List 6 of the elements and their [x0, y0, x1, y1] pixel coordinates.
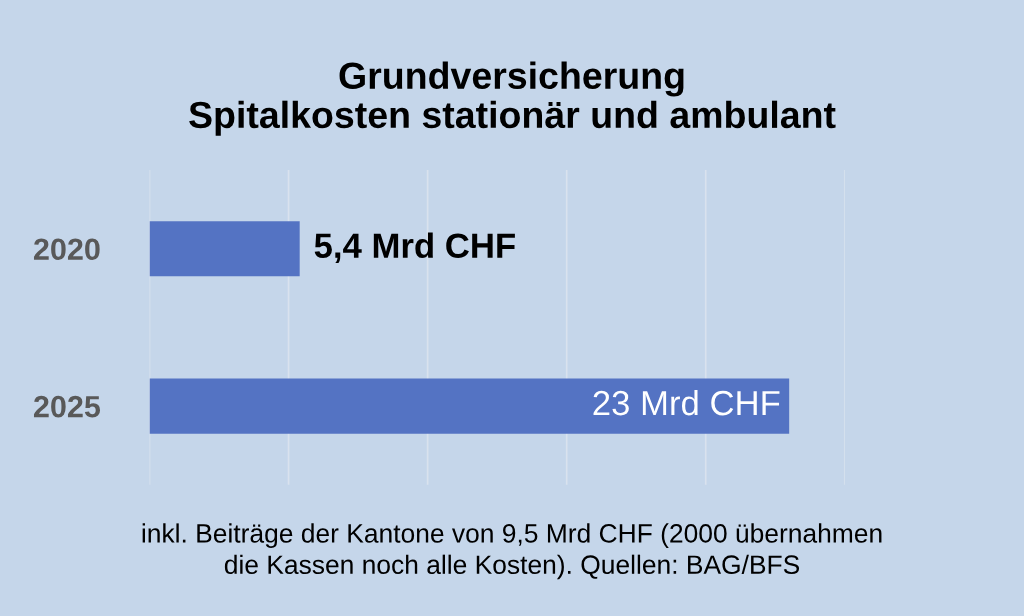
- text: inkl. Beiträge der Kantone von 9,5 Mrd CHF (2000 übernahmen die Kassen noch alle Kosten). Quellen: BAG/BFS: [142, 523, 882, 580]
- chart-title: Grundversicherung Spitalkosten stationär und ambulant: [189, 61, 836, 136]
- data-label: 5,4 Mrd CHF: [314, 232, 515, 264]
- y-tick-label: 2020: [33, 238, 100, 261]
- y-tick-label: 2025: [33, 395, 101, 418]
- data-label: 23 Mrd CHF: [593, 389, 780, 416]
